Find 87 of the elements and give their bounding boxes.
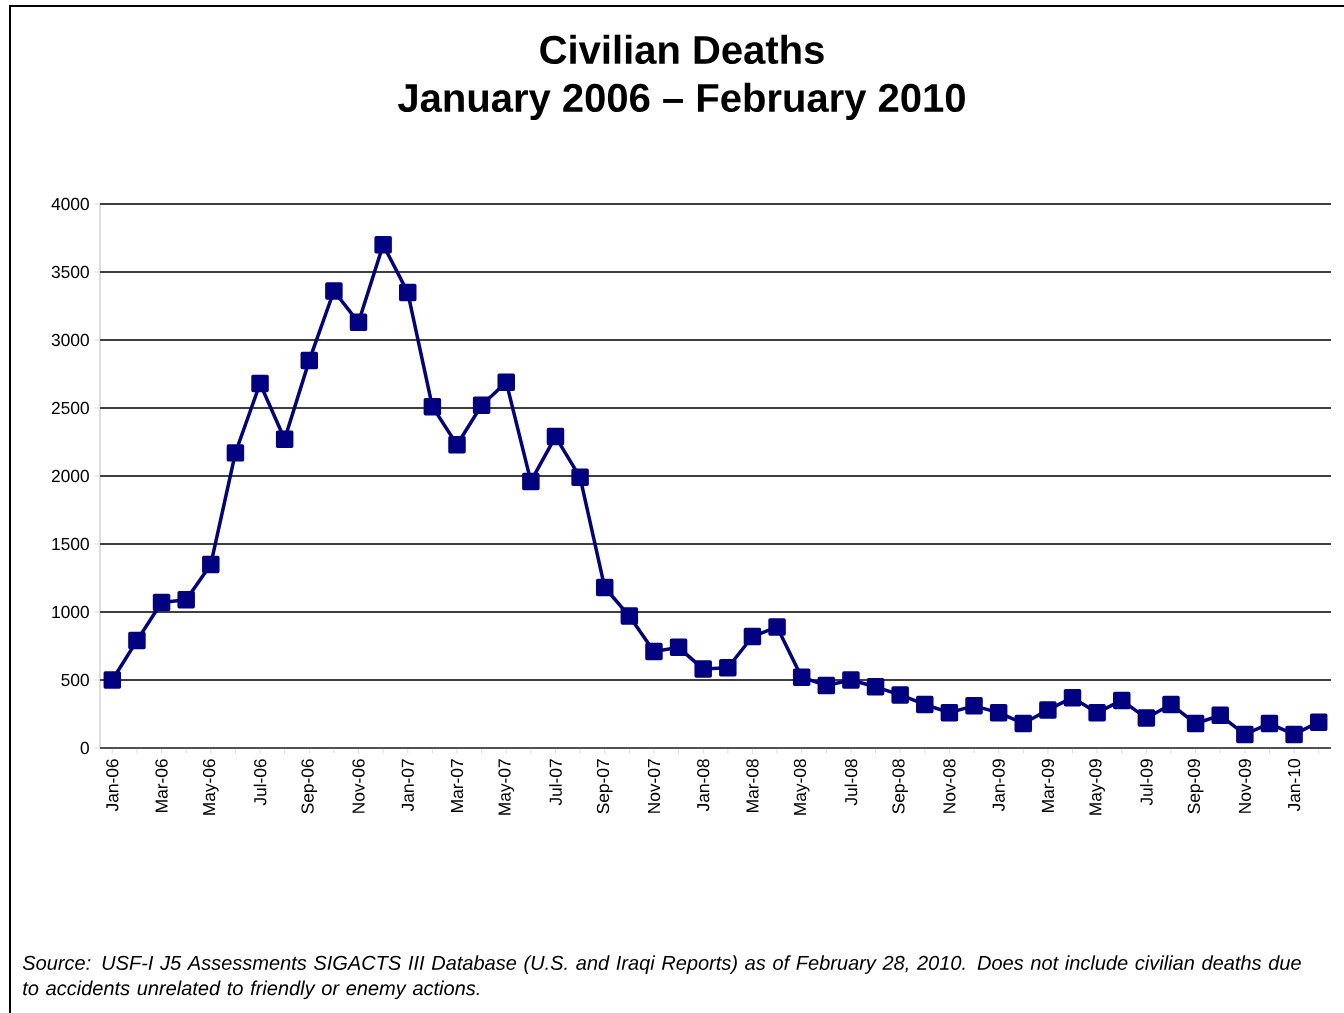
point: [669, 638, 688, 657]
point: [1211, 706, 1229, 725]
point: [620, 607, 639, 625]
point: [103, 671, 122, 689]
x-tick-label: Sep-06: [301, 759, 318, 814]
x-tick-label: May-08: [793, 759, 810, 815]
point: [1063, 688, 1082, 707]
y-tick-label: 2500: [51, 401, 89, 415]
x-tick-label: Nov-07: [647, 759, 661, 813]
point: [472, 396, 491, 415]
x-tick-label: Jul-08: [844, 759, 858, 806]
point: [1113, 691, 1131, 710]
point: [940, 703, 959, 722]
x-tick-label: May-06: [202, 759, 219, 815]
point: [202, 555, 220, 574]
y-tick-label: 3500: [51, 265, 89, 279]
point: [546, 427, 565, 446]
x-tick-label: Mar-09: [1041, 759, 1055, 812]
point: [1236, 725, 1254, 744]
x-tick-label: Jan-07: [401, 759, 414, 812]
x-tick-label: Mar-07: [450, 759, 464, 812]
point: [694, 660, 712, 678]
point: [251, 374, 269, 393]
point: [349, 313, 368, 332]
point: [423, 397, 442, 416]
chart-title: Civilian Deaths: [540, 34, 824, 65]
point: [792, 668, 811, 687]
x-tick-label: Nov-08: [943, 759, 956, 813]
point: [891, 686, 909, 704]
point: [743, 627, 762, 646]
x-tick-label: Jul-06: [253, 759, 267, 806]
point: [448, 435, 466, 454]
point: [571, 468, 589, 487]
x-tick-label: Nov-09: [1238, 759, 1251, 813]
point: [645, 642, 663, 661]
point: [1260, 714, 1279, 733]
y-tick-label: 2000: [51, 469, 89, 483]
x-tick-label: Jan-08: [697, 759, 710, 812]
y-tick-label: 1000: [52, 605, 89, 619]
point: [300, 351, 319, 370]
x-tick-label: May-09: [1089, 759, 1105, 815]
point: [1162, 695, 1180, 714]
point: [989, 703, 1008, 722]
y-tick-label: 0: [80, 741, 89, 755]
point: [1039, 701, 1057, 719]
source-note: Source: USF-I J5 Assessments SIGACTS III Database (U.S. and Iraqi Reports) as of February 28, 2010. Does not include civilian deaths due to accidents unrelated to friendly or enemy actions.: [22, 955, 1301, 1000]
point: [374, 236, 392, 254]
point: [1137, 709, 1156, 727]
x-tick-label: Jan-10: [1287, 759, 1301, 812]
point: [842, 671, 860, 689]
point: [1309, 713, 1328, 731]
x-tick-label: Jul-07: [549, 759, 562, 806]
point: [1186, 714, 1205, 733]
point: [1014, 714, 1033, 733]
x-tick-label: May-07: [498, 759, 515, 815]
x-tick-label: Mar-08: [746, 759, 759, 812]
point: [866, 678, 885, 696]
point: [152, 593, 171, 612]
point: [177, 591, 195, 609]
point: [128, 631, 146, 650]
x-tick-label: Mar-06: [155, 759, 168, 812]
point: [817, 676, 836, 695]
point: [965, 697, 983, 715]
chart-subtitle: January 2006 – February 2010: [397, 82, 965, 120]
x-tick-label: Sep-08: [892, 759, 909, 814]
point: [768, 618, 786, 636]
x-tick-label: Sep-09: [1187, 759, 1204, 814]
y-tick-label: 1500: [52, 537, 89, 551]
x-tick-label: Sep-07: [596, 759, 613, 814]
x-tick-label: Nov-06: [352, 759, 365, 813]
point: [275, 430, 294, 449]
point: [1088, 703, 1106, 722]
point: [719, 659, 737, 677]
point: [522, 472, 540, 491]
x-tick-label: Jan-09: [992, 759, 1005, 812]
y-tick-label: 4000: [51, 197, 89, 211]
point: [595, 578, 614, 597]
point: [226, 444, 245, 462]
point: [399, 283, 417, 302]
y-tick-label: 500: [61, 673, 89, 687]
y-tick-label: 3000: [51, 333, 89, 347]
point: [1285, 725, 1303, 744]
x-tick-label: Jan-06: [106, 759, 119, 812]
point: [497, 373, 515, 391]
point: [916, 695, 934, 714]
point: [325, 282, 343, 300]
x-tick-label: Jul-09: [1139, 759, 1153, 806]
